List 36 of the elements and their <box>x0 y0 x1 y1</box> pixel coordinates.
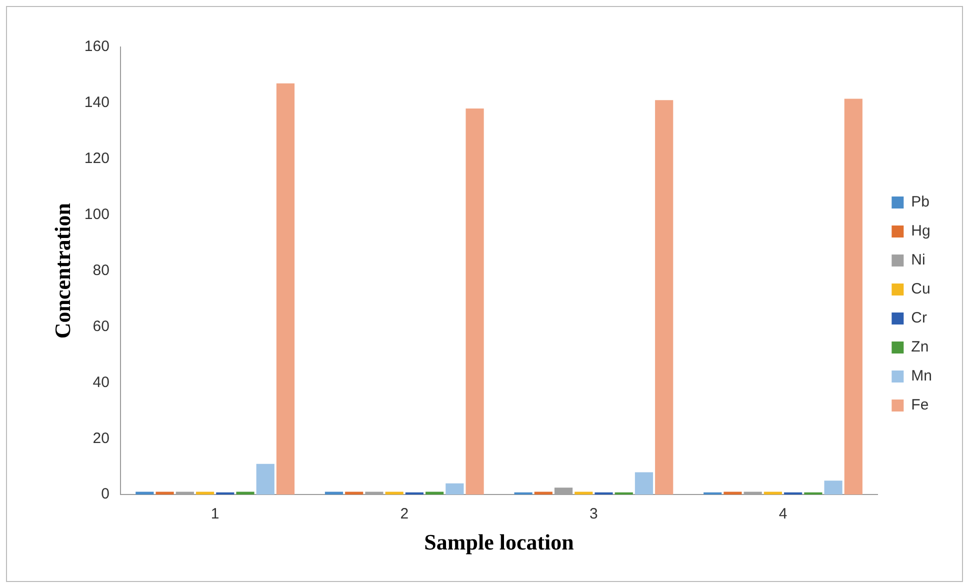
bar <box>844 98 862 495</box>
bar <box>236 492 254 495</box>
y-tick-label: 60 <box>92 318 110 335</box>
y-tick-label: 0 <box>101 486 110 503</box>
bar <box>724 492 742 495</box>
legend-label: Hg <box>911 222 930 240</box>
legend-label: Mn <box>911 368 932 385</box>
y-tick-label: 20 <box>92 430 110 447</box>
bar <box>446 483 464 495</box>
bar <box>276 83 295 495</box>
y-axis-title: Concentration <box>50 202 75 339</box>
x-axis-title: Sample location <box>424 529 574 554</box>
legend-label: Fe <box>911 396 929 414</box>
bar <box>256 464 274 495</box>
legend-label: Zn <box>911 338 929 356</box>
y-tick-label: 140 <box>84 94 110 112</box>
x-tick-label: 4 <box>778 506 788 523</box>
legend-label: Pb <box>911 194 930 211</box>
legend-label: Cr <box>911 310 927 327</box>
x-tick-label: 3 <box>590 506 598 523</box>
x-tick-label: 1 <box>210 506 220 523</box>
y-tick-label: 120 <box>84 150 110 168</box>
bar <box>634 472 654 495</box>
legend-label: Cu <box>911 280 930 298</box>
bar <box>466 108 484 495</box>
legend-label: Ni <box>911 252 926 269</box>
bar <box>824 480 842 495</box>
y-tick-label: 80 <box>92 262 110 279</box>
bar <box>594 492 613 495</box>
y-tick-label: 40 <box>92 374 110 391</box>
bar <box>514 492 532 495</box>
y-tick-label: 160 <box>84 38 110 56</box>
x-tick-label: 2 <box>400 506 409 523</box>
bar <box>655 100 674 495</box>
bar <box>156 492 174 495</box>
y-tick-label: 100 <box>84 206 110 223</box>
